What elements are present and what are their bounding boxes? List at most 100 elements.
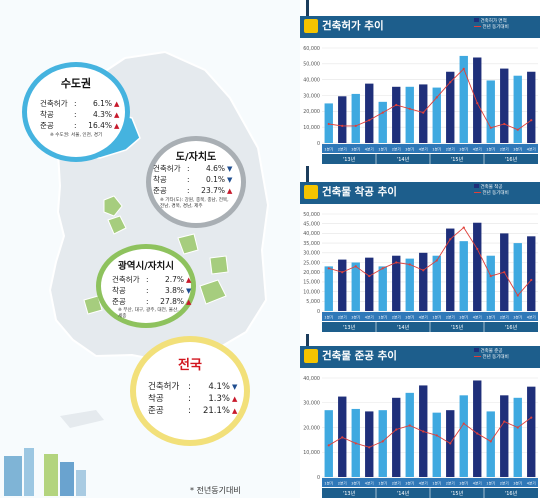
quarter-label: 1분기 bbox=[432, 481, 441, 486]
quarter-label: 3분기 bbox=[513, 147, 522, 152]
national-start-stat: 착공:1.3% ▲ bbox=[148, 394, 238, 404]
line-point bbox=[327, 444, 330, 447]
bar bbox=[365, 83, 374, 143]
line-point bbox=[341, 271, 344, 274]
series-line bbox=[328, 226, 532, 297]
start-chart-title: 건축물 착공 추이 bbox=[322, 186, 397, 198]
quarter-label: 4분기 bbox=[473, 481, 482, 486]
bar bbox=[513, 243, 522, 311]
bar bbox=[446, 71, 455, 143]
stat-value: 21.1% bbox=[202, 406, 230, 416]
line-point bbox=[341, 124, 344, 127]
bar bbox=[486, 411, 495, 477]
line-point bbox=[516, 426, 519, 429]
stat-label: 건축허가 bbox=[148, 382, 180, 392]
complete-chart-title: 건축물 준공 추이 bbox=[322, 350, 397, 362]
bar bbox=[378, 410, 387, 477]
y-tick-label: 45,000 bbox=[303, 222, 320, 228]
y-tick-label: 60,000 bbox=[303, 46, 320, 52]
cup-icon bbox=[304, 349, 318, 363]
stat-value: 2.7% bbox=[164, 275, 184, 284]
complete-chart: 0 10,000 20,000 30,000 40,000 1분기 2분기 3분기 4분기 1분기… bbox=[300, 368, 540, 498]
year-label: '13년 bbox=[343, 490, 356, 497]
y-tick-label: 30,000 bbox=[303, 93, 320, 99]
legend-bars-label: 건축물 착공 bbox=[480, 185, 503, 190]
quarter-label: 4분기 bbox=[419, 147, 428, 152]
line-point bbox=[354, 442, 357, 445]
quarter-label: 1분기 bbox=[378, 147, 387, 152]
up-arrow-icon: ▲ bbox=[232, 395, 238, 403]
sejong-shape bbox=[103, 195, 123, 217]
quarter-label: 3분기 bbox=[513, 315, 522, 320]
line-point bbox=[503, 271, 506, 274]
line-point bbox=[462, 422, 465, 425]
line-point bbox=[516, 294, 519, 297]
line-point bbox=[422, 430, 425, 433]
province-circle: 도/자치도 bbox=[146, 136, 246, 228]
y-tick-label: 50,000 bbox=[303, 62, 320, 68]
stat-label: 건축허가 bbox=[40, 99, 68, 108]
permit-legend: 건축허가 면적 전년 동기대비 bbox=[474, 18, 509, 30]
year-label: '15년 bbox=[451, 324, 464, 331]
stat-label: 준공 bbox=[40, 121, 54, 130]
quarter-label: 3분기 bbox=[459, 147, 468, 152]
quarter-label: 1분기 bbox=[378, 481, 387, 486]
bar bbox=[405, 392, 414, 477]
line-point bbox=[476, 432, 479, 435]
legend-line-label: 전년 동기대비 bbox=[482, 355, 509, 360]
line-point bbox=[408, 424, 411, 427]
line-point bbox=[530, 119, 533, 122]
metro-permit-stat: 건축허가:2.7% ▲ bbox=[112, 275, 192, 284]
daegu-shape bbox=[177, 233, 199, 255]
stat-value: 23.7% bbox=[201, 186, 225, 195]
bar bbox=[473, 222, 482, 311]
y-tick-label: 10,000 bbox=[303, 125, 320, 131]
panel-pin bbox=[306, 166, 309, 188]
line-point bbox=[489, 126, 492, 129]
bar bbox=[378, 266, 387, 311]
stat-label: 건축허가 bbox=[153, 164, 181, 173]
quarter-label: 2분기 bbox=[338, 481, 347, 486]
bar bbox=[527, 236, 536, 311]
quarter-label: 4분기 bbox=[473, 315, 482, 320]
bar bbox=[365, 257, 374, 311]
year-label: '13년 bbox=[343, 156, 356, 163]
bar bbox=[527, 71, 536, 143]
bar bbox=[432, 87, 441, 143]
bar bbox=[378, 101, 387, 143]
line-point bbox=[435, 259, 438, 262]
metro-note: ※ 부산, 대구, 광주, 대전, 울산, 세종 bbox=[118, 308, 179, 320]
line-point bbox=[408, 107, 411, 110]
line-point bbox=[395, 428, 398, 431]
quarter-band bbox=[322, 144, 538, 153]
quarter-label: 3분기 bbox=[405, 147, 414, 152]
quarter-label: 3분기 bbox=[513, 481, 522, 486]
line-point bbox=[422, 269, 425, 272]
stat-label: 준공 bbox=[148, 406, 164, 416]
bar bbox=[324, 266, 333, 311]
skyline-block-2 bbox=[24, 448, 34, 496]
line-point bbox=[530, 278, 533, 282]
capital-note: ※ 수도권: 서울, 인천, 경기 bbox=[50, 133, 103, 138]
panel-pin bbox=[306, 0, 309, 20]
ulsan-shape bbox=[209, 255, 229, 275]
metro-complete-stat: 준공:27.8% ▲ bbox=[112, 297, 192, 306]
line-point bbox=[516, 128, 519, 131]
y-tick-label: 40,000 bbox=[303, 231, 320, 237]
permit-chart: 0 10,000 20,000 30,000 40,000 50,000 60,000 1분기… bbox=[300, 38, 540, 164]
stat-value: 0.1% bbox=[205, 175, 225, 184]
national-circle: 전국 bbox=[130, 336, 250, 446]
quarter-label: 3분기 bbox=[351, 481, 360, 486]
province-title: 도/자치도 bbox=[175, 152, 217, 163]
quarter-label: 4분기 bbox=[527, 315, 536, 320]
quarter-label: 4분기 bbox=[419, 315, 428, 320]
national-title: 전국 bbox=[178, 358, 202, 373]
start-legend: 건축물 착공 전년 동기대비 bbox=[474, 184, 509, 196]
capital-region-title: 수도권 bbox=[60, 77, 92, 90]
up-arrow-icon: ▲ bbox=[232, 407, 238, 415]
up-arrow-icon: ▲ bbox=[186, 276, 192, 284]
daejeon-shape bbox=[107, 215, 127, 235]
y-tick-label: 15,000 bbox=[303, 280, 320, 286]
stat-value: 16.4% bbox=[88, 121, 112, 130]
line-point bbox=[422, 111, 425, 114]
